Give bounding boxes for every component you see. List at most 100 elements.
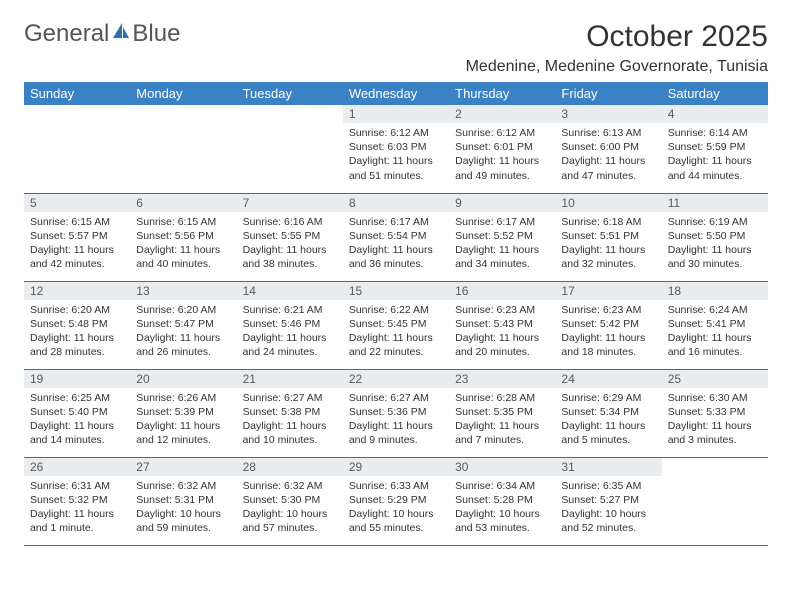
day-details: Sunrise: 6:19 AM Sunset: 5:50 PM Dayligh… xyxy=(662,212,768,276)
day-details: Sunrise: 6:28 AM Sunset: 5:35 PM Dayligh… xyxy=(449,388,555,452)
day-number: 12 xyxy=(24,282,130,300)
day-details: Sunrise: 6:18 AM Sunset: 5:51 PM Dayligh… xyxy=(555,212,661,276)
day-number: 19 xyxy=(24,370,130,388)
calendar-day-cell: 28Sunrise: 6:32 AM Sunset: 5:30 PM Dayli… xyxy=(237,457,343,545)
weekday-header: Monday xyxy=(130,82,236,105)
day-number: 25 xyxy=(662,370,768,388)
calendar-day-cell: 11Sunrise: 6:19 AM Sunset: 5:50 PM Dayli… xyxy=(662,193,768,281)
day-details: Sunrise: 6:30 AM Sunset: 5:33 PM Dayligh… xyxy=(662,388,768,452)
day-details: Sunrise: 6:17 AM Sunset: 5:52 PM Dayligh… xyxy=(449,212,555,276)
day-details: Sunrise: 6:15 AM Sunset: 5:57 PM Dayligh… xyxy=(24,212,130,276)
calendar-day-cell: 1Sunrise: 6:12 AM Sunset: 6:03 PM Daylig… xyxy=(343,105,449,193)
calendar-day-cell: 15Sunrise: 6:22 AM Sunset: 5:45 PM Dayli… xyxy=(343,281,449,369)
day-details: Sunrise: 6:13 AM Sunset: 6:00 PM Dayligh… xyxy=(555,123,661,187)
brand-part2: Blue xyxy=(132,20,180,48)
calendar-day-cell: 26Sunrise: 6:31 AM Sunset: 5:32 PM Dayli… xyxy=(24,457,130,545)
day-details: Sunrise: 6:26 AM Sunset: 5:39 PM Dayligh… xyxy=(130,388,236,452)
calendar-week-row: 19Sunrise: 6:25 AM Sunset: 5:40 PM Dayli… xyxy=(24,369,768,457)
brand-part1: General xyxy=(24,20,109,48)
day-details: Sunrise: 6:31 AM Sunset: 5:32 PM Dayligh… xyxy=(24,476,130,540)
calendar-day-cell: 14Sunrise: 6:21 AM Sunset: 5:46 PM Dayli… xyxy=(237,281,343,369)
calendar-day-cell: 5Sunrise: 6:15 AM Sunset: 5:57 PM Daylig… xyxy=(24,193,130,281)
calendar-day-cell xyxy=(237,105,343,193)
calendar-day-cell: 12Sunrise: 6:20 AM Sunset: 5:48 PM Dayli… xyxy=(24,281,130,369)
calendar-day-cell xyxy=(130,105,236,193)
calendar-day-cell: 23Sunrise: 6:28 AM Sunset: 5:35 PM Dayli… xyxy=(449,369,555,457)
day-details: Sunrise: 6:29 AM Sunset: 5:34 PM Dayligh… xyxy=(555,388,661,452)
day-number: 21 xyxy=(237,370,343,388)
day-number: 4 xyxy=(662,105,768,123)
day-number: 6 xyxy=(130,194,236,212)
day-details: Sunrise: 6:32 AM Sunset: 5:30 PM Dayligh… xyxy=(237,476,343,540)
day-details: Sunrise: 6:33 AM Sunset: 5:29 PM Dayligh… xyxy=(343,476,449,540)
title-block: October 2025 Medenine, Medenine Governor… xyxy=(466,20,768,76)
day-number: 5 xyxy=(24,194,130,212)
day-details: Sunrise: 6:32 AM Sunset: 5:31 PM Dayligh… xyxy=(130,476,236,540)
day-number: 3 xyxy=(555,105,661,123)
calendar-week-row: 12Sunrise: 6:20 AM Sunset: 5:48 PM Dayli… xyxy=(24,281,768,369)
calendar-day-cell: 30Sunrise: 6:34 AM Sunset: 5:28 PM Dayli… xyxy=(449,457,555,545)
day-details: Sunrise: 6:24 AM Sunset: 5:41 PM Dayligh… xyxy=(662,300,768,364)
calendar-day-cell: 29Sunrise: 6:33 AM Sunset: 5:29 PM Dayli… xyxy=(343,457,449,545)
calendar-day-cell: 7Sunrise: 6:16 AM Sunset: 5:55 PM Daylig… xyxy=(237,193,343,281)
page-header: General Blue October 2025 Medenine, Mede… xyxy=(24,20,768,76)
day-number: 27 xyxy=(130,458,236,476)
calendar-day-cell: 24Sunrise: 6:29 AM Sunset: 5:34 PM Dayli… xyxy=(555,369,661,457)
calendar-day-cell: 10Sunrise: 6:18 AM Sunset: 5:51 PM Dayli… xyxy=(555,193,661,281)
calendar-day-cell: 25Sunrise: 6:30 AM Sunset: 5:33 PM Dayli… xyxy=(662,369,768,457)
day-details: Sunrise: 6:23 AM Sunset: 5:42 PM Dayligh… xyxy=(555,300,661,364)
calendar-day-cell: 2Sunrise: 6:12 AM Sunset: 6:01 PM Daylig… xyxy=(449,105,555,193)
day-number: 1 xyxy=(343,105,449,123)
sail-icon xyxy=(111,20,131,48)
weekday-header-row: Sunday Monday Tuesday Wednesday Thursday… xyxy=(24,82,768,105)
calendar-week-row: 1Sunrise: 6:12 AM Sunset: 6:03 PM Daylig… xyxy=(24,105,768,193)
day-number: 31 xyxy=(555,458,661,476)
day-details: Sunrise: 6:22 AM Sunset: 5:45 PM Dayligh… xyxy=(343,300,449,364)
day-number: 9 xyxy=(449,194,555,212)
day-details: Sunrise: 6:35 AM Sunset: 5:27 PM Dayligh… xyxy=(555,476,661,540)
calendar-day-cell: 13Sunrise: 6:20 AM Sunset: 5:47 PM Dayli… xyxy=(130,281,236,369)
weekday-header: Sunday xyxy=(24,82,130,105)
day-details: Sunrise: 6:16 AM Sunset: 5:55 PM Dayligh… xyxy=(237,212,343,276)
calendar-day-cell: 31Sunrise: 6:35 AM Sunset: 5:27 PM Dayli… xyxy=(555,457,661,545)
day-number: 20 xyxy=(130,370,236,388)
calendar-day-cell: 22Sunrise: 6:27 AM Sunset: 5:36 PM Dayli… xyxy=(343,369,449,457)
calendar-day-cell: 6Sunrise: 6:15 AM Sunset: 5:56 PM Daylig… xyxy=(130,193,236,281)
weekday-header: Thursday xyxy=(449,82,555,105)
day-number: 26 xyxy=(24,458,130,476)
calendar-day-cell: 17Sunrise: 6:23 AM Sunset: 5:42 PM Dayli… xyxy=(555,281,661,369)
calendar-day-cell: 4Sunrise: 6:14 AM Sunset: 5:59 PM Daylig… xyxy=(662,105,768,193)
calendar-day-cell: 16Sunrise: 6:23 AM Sunset: 5:43 PM Dayli… xyxy=(449,281,555,369)
day-details: Sunrise: 6:34 AM Sunset: 5:28 PM Dayligh… xyxy=(449,476,555,540)
weekday-header: Saturday xyxy=(662,82,768,105)
calendar-day-cell: 19Sunrise: 6:25 AM Sunset: 5:40 PM Dayli… xyxy=(24,369,130,457)
weekday-header: Friday xyxy=(555,82,661,105)
calendar-day-cell: 21Sunrise: 6:27 AM Sunset: 5:38 PM Dayli… xyxy=(237,369,343,457)
day-details: Sunrise: 6:23 AM Sunset: 5:43 PM Dayligh… xyxy=(449,300,555,364)
calendar-day-cell xyxy=(662,457,768,545)
calendar-day-cell: 9Sunrise: 6:17 AM Sunset: 5:52 PM Daylig… xyxy=(449,193,555,281)
day-details: Sunrise: 6:27 AM Sunset: 5:38 PM Dayligh… xyxy=(237,388,343,452)
day-details: Sunrise: 6:21 AM Sunset: 5:46 PM Dayligh… xyxy=(237,300,343,364)
day-details: Sunrise: 6:27 AM Sunset: 5:36 PM Dayligh… xyxy=(343,388,449,452)
day-number: 29 xyxy=(343,458,449,476)
day-details: Sunrise: 6:25 AM Sunset: 5:40 PM Dayligh… xyxy=(24,388,130,452)
day-number: 24 xyxy=(555,370,661,388)
calendar-day-cell: 27Sunrise: 6:32 AM Sunset: 5:31 PM Dayli… xyxy=(130,457,236,545)
day-number: 11 xyxy=(662,194,768,212)
day-details: Sunrise: 6:12 AM Sunset: 6:01 PM Dayligh… xyxy=(449,123,555,187)
day-number: 28 xyxy=(237,458,343,476)
weekday-header: Wednesday xyxy=(343,82,449,105)
day-details: Sunrise: 6:20 AM Sunset: 5:47 PM Dayligh… xyxy=(130,300,236,364)
calendar-week-row: 5Sunrise: 6:15 AM Sunset: 5:57 PM Daylig… xyxy=(24,193,768,281)
day-number: 30 xyxy=(449,458,555,476)
calendar-day-cell: 8Sunrise: 6:17 AM Sunset: 5:54 PM Daylig… xyxy=(343,193,449,281)
calendar-day-cell: 3Sunrise: 6:13 AM Sunset: 6:00 PM Daylig… xyxy=(555,105,661,193)
day-number: 7 xyxy=(237,194,343,212)
day-number: 8 xyxy=(343,194,449,212)
location-subtitle: Medenine, Medenine Governorate, Tunisia xyxy=(466,58,768,76)
day-number: 15 xyxy=(343,282,449,300)
month-title: October 2025 xyxy=(466,20,768,54)
calendar-week-row: 26Sunrise: 6:31 AM Sunset: 5:32 PM Dayli… xyxy=(24,457,768,545)
day-details: Sunrise: 6:17 AM Sunset: 5:54 PM Dayligh… xyxy=(343,212,449,276)
